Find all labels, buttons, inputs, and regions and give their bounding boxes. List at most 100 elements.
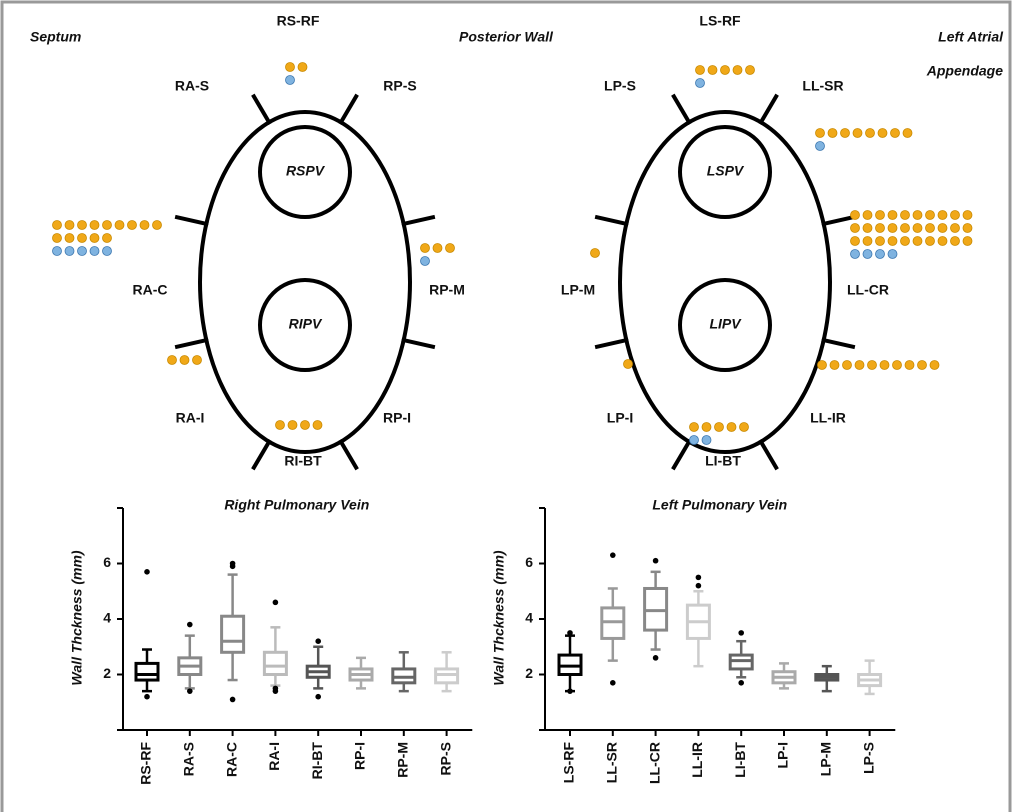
outlier [567,688,573,694]
orange-dot [103,221,112,230]
blue-dot [53,247,62,256]
orange-dot [715,423,724,432]
outlier [653,655,659,661]
spoke [340,95,357,124]
spoke [595,217,628,224]
x-tick-label: LP-S [860,742,876,774]
y-axis-label: Wall Thckness (mm) [69,550,85,685]
blue-dot [90,247,99,256]
y-tick-label: 4 [103,610,111,626]
orange-dot [926,237,935,246]
y-axis-label: Wall Thckness (mm) [491,550,507,685]
orange-dot [888,211,897,220]
x-tick-label: RP-M [395,742,411,778]
orange-dot [78,234,87,243]
vein-label: RIPV [289,316,323,332]
orange-dot [913,237,922,246]
orange-dot [624,360,633,369]
x-tick-label: LL-CR [646,742,662,784]
site-label: LL-SR [802,78,843,94]
chart-title: Right Pulmonary Vein [224,497,369,513]
orange-dot [918,361,927,370]
x-tick-label: LS-RF [561,742,577,784]
site-label: RA-C [133,282,168,298]
orange-dot [903,129,912,138]
outlier [653,558,659,564]
outlier [273,688,279,694]
orange-dot [851,237,860,246]
orange-dot [913,224,922,233]
spoke [673,95,690,124]
x-tick-label: LP-M [818,742,834,776]
orange-dot [53,221,62,230]
orange-dot [818,361,827,370]
orange-dot [893,361,902,370]
orange-dot [888,224,897,233]
orange-dot [168,356,177,365]
spoke [253,95,270,124]
orange-dot [828,129,837,138]
x-tick-label: RI-BT [309,742,325,780]
orange-dot [880,361,889,370]
orange-dot [930,361,939,370]
orange-dot [888,237,897,246]
y-tick-label: 6 [103,554,111,570]
orange-dot [65,221,74,230]
orange-dot [863,237,872,246]
site-label: LI-BT [705,453,741,469]
frame [2,2,1010,812]
x-tick-label: RA-S [181,742,197,776]
blue-dot [65,247,74,256]
orange-dot [830,361,839,370]
blue-dot [696,79,705,88]
x-tick-label: RA-I [266,742,282,771]
x-tick-label: RP-S [437,742,453,775]
outlier [696,583,702,589]
orange-dot [863,224,872,233]
orange-dot [926,211,935,220]
blue-dot [888,250,897,259]
spoke [253,440,270,469]
orange-dot [153,221,162,230]
x-tick-label: RA-C [223,742,239,777]
orange-dot [938,237,947,246]
y-tick-label: 2 [103,665,111,681]
posterior-wall-label: Posterior Wall [459,29,554,45]
orange-dot [690,423,699,432]
orange-dot [963,224,972,233]
orange-dot [733,66,742,75]
orange-dot [90,234,99,243]
figure: Septum Posterior Wall Left Atrial Append… [0,0,1013,812]
orange-dot [901,237,910,246]
orange-dot [276,421,285,430]
blue-dot [863,250,872,259]
orange-dot [313,421,322,430]
vein-label: LIPV [709,316,742,332]
blue-dot [816,142,825,151]
outlier [144,569,150,575]
site-label: LL-IR [810,410,846,426]
outlier [610,680,616,686]
box [136,663,158,680]
orange-dot [65,234,74,243]
septum-label: Septum [30,29,81,45]
outlier [567,630,573,636]
orange-dot [591,249,600,258]
orange-dot [926,224,935,233]
orange-dot [938,211,947,220]
orange-dot [963,211,972,220]
box [222,616,244,652]
blue-dot [78,247,87,256]
blue-dot [286,76,295,85]
spoke [175,340,208,347]
orange-dot [951,237,960,246]
site-label: LP-I [607,410,633,426]
site-label: RP-M [429,282,465,298]
orange-dot [876,224,885,233]
orange-dot [951,211,960,220]
orange-dot [878,129,887,138]
site-label: LL-CR [847,282,889,298]
orange-dot [853,129,862,138]
orange-dot [180,356,189,365]
orange-dot [901,224,910,233]
